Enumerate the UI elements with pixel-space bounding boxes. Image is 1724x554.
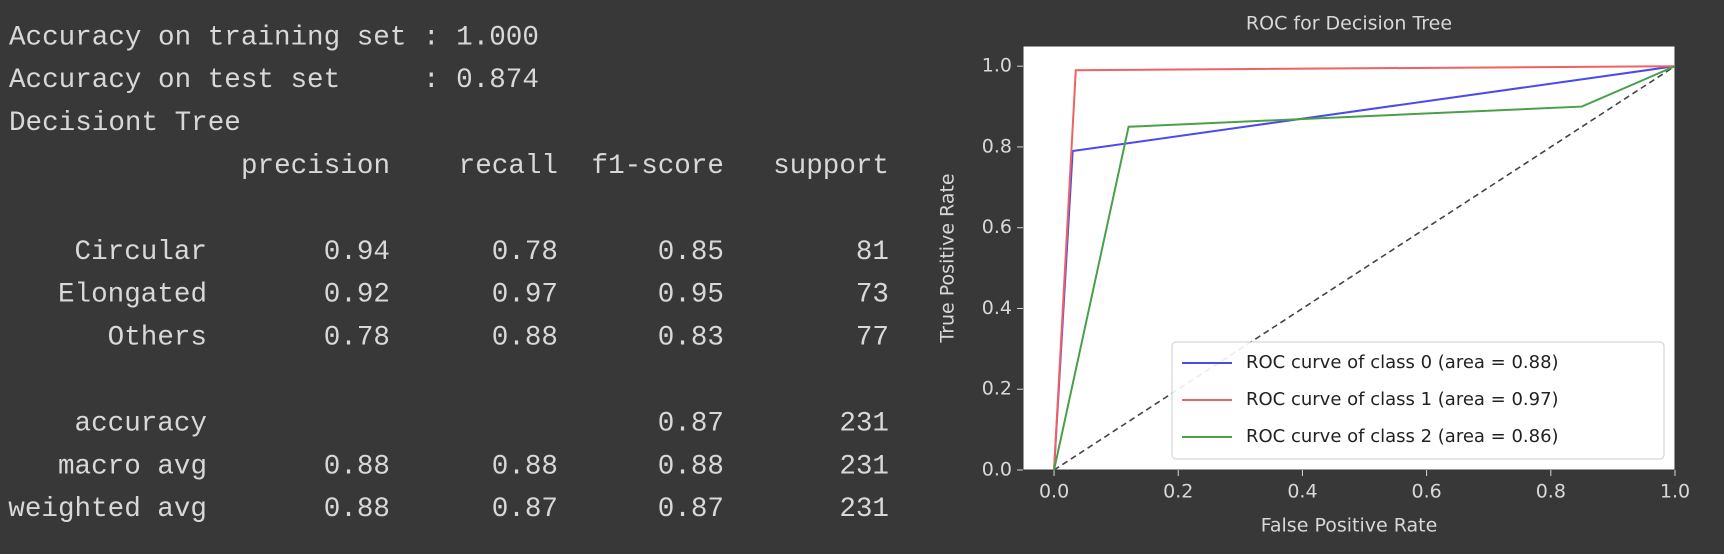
x-tick-label: 0.4 xyxy=(1287,481,1317,503)
x-tick-label: 0.0 xyxy=(1039,481,1069,503)
report-row-label: Elongated xyxy=(58,280,207,311)
report-row-label: Circular xyxy=(75,237,207,268)
x-tick-label: 0.6 xyxy=(1412,481,1442,503)
legend: ROC curve of class 0 (area = 0.88) ROC cu… xyxy=(1171,341,1665,460)
report-cell: 0.87 xyxy=(658,494,724,525)
report-cell: 0.94 xyxy=(324,237,390,268)
report-cell: 0.88 xyxy=(492,323,558,354)
x-tick-label: 0.2 xyxy=(1163,481,1193,503)
report-cell: 0.78 xyxy=(492,237,558,268)
report-cell: 0.97 xyxy=(492,280,558,311)
report-cell: 77 xyxy=(856,323,889,354)
report-header: precision xyxy=(241,151,390,182)
report-cell: 73 xyxy=(856,280,889,311)
legend-box xyxy=(1171,341,1665,460)
y-tick-label: 0.6 xyxy=(982,216,1012,238)
report-cell: 0.88 xyxy=(324,451,390,482)
roc-curve xyxy=(1053,65,1676,471)
y-tick-label: 0.2 xyxy=(982,378,1012,400)
report-cell: 0.88 xyxy=(658,451,724,482)
output-line: Accuracy on test set : 0.874 xyxy=(9,65,539,96)
report-cell: 0.85 xyxy=(658,237,724,268)
y-tick-label: 0.0 xyxy=(982,459,1012,481)
report-cell: 0.88 xyxy=(324,494,390,525)
report-cell: 0.92 xyxy=(324,280,390,311)
report-row-label: weighted avg xyxy=(8,494,207,525)
chart-title: ROC for Decision Tree xyxy=(1246,13,1452,35)
report-cell: 231 xyxy=(839,494,889,525)
output-line: Decisiont Tree xyxy=(9,108,241,139)
y-tick-label: 1.0 xyxy=(982,55,1012,77)
legend-label: ROC curve of class 1 (area = 0.97) xyxy=(1246,389,1559,410)
x-tick-label: 1.0 xyxy=(1660,481,1690,503)
report-header: f1-score xyxy=(592,151,724,182)
x-axis-label: False Positive Rate xyxy=(1261,515,1438,537)
report-row-label: macro avg xyxy=(58,451,207,482)
report-cell: 0.87 xyxy=(658,408,724,439)
report-header: support xyxy=(773,151,889,182)
report-header: recall xyxy=(459,151,558,182)
report-cell: 0.88 xyxy=(492,451,558,482)
y-tick-label: 0.4 xyxy=(982,297,1012,319)
report-cell: 0.83 xyxy=(658,323,724,354)
report-cell: 0.78 xyxy=(324,323,390,354)
report-cell: 231 xyxy=(839,451,889,482)
report-cell: 0.87 xyxy=(492,494,558,525)
legend-label: ROC curve of class 2 (area = 0.86) xyxy=(1246,426,1559,447)
report-row-label: accuracy xyxy=(75,408,207,439)
report-row-label: Others xyxy=(108,323,207,354)
chance-line xyxy=(1053,65,1676,471)
report-cell: 231 xyxy=(839,408,889,439)
output-line: Accuracy on training set : 1.000 xyxy=(9,22,539,53)
report-cell: 0.95 xyxy=(658,280,724,311)
y-axis-label: True Positive Rate xyxy=(937,173,959,343)
y-tick-label: 0.8 xyxy=(982,135,1012,157)
report-cell: 81 xyxy=(856,237,889,268)
x-tick-label: 0.8 xyxy=(1536,481,1566,503)
legend-label: ROC curve of class 0 (area = 0.88) xyxy=(1246,352,1559,373)
roc-curve xyxy=(1053,65,1676,471)
